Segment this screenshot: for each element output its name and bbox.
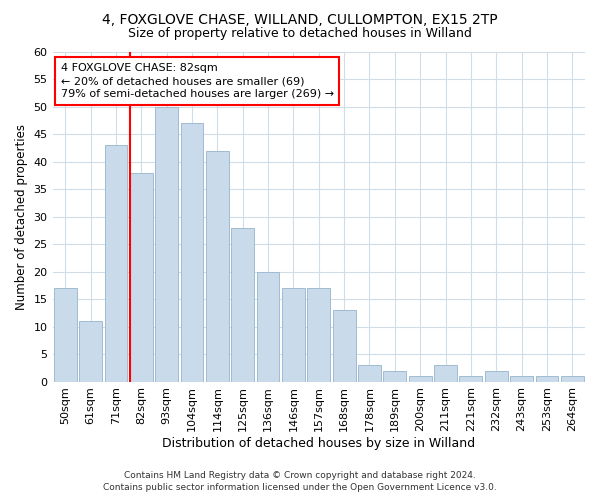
Text: 4, FOXGLOVE CHASE, WILLAND, CULLOMPTON, EX15 2TP: 4, FOXGLOVE CHASE, WILLAND, CULLOMPTON, …	[102, 12, 498, 26]
Bar	[307, 288, 330, 382]
Bar	[54, 288, 77, 382]
Bar	[383, 370, 406, 382]
Bar	[409, 376, 431, 382]
Bar	[485, 370, 508, 382]
Bar	[460, 376, 482, 382]
Bar	[561, 376, 584, 382]
Text: Size of property relative to detached houses in Willand: Size of property relative to detached ho…	[128, 28, 472, 40]
Bar	[282, 288, 305, 382]
Bar	[130, 172, 152, 382]
Text: Contains HM Land Registry data © Crown copyright and database right 2024.
Contai: Contains HM Land Registry data © Crown c…	[103, 471, 497, 492]
Bar	[333, 310, 356, 382]
Bar	[104, 145, 127, 382]
X-axis label: Distribution of detached houses by size in Willand: Distribution of detached houses by size …	[162, 437, 475, 450]
Text: 4 FOXGLOVE CHASE: 82sqm
← 20% of detached houses are smaller (69)
79% of semi-de: 4 FOXGLOVE CHASE: 82sqm ← 20% of detache…	[61, 63, 334, 100]
Y-axis label: Number of detached properties: Number of detached properties	[15, 124, 28, 310]
Bar	[510, 376, 533, 382]
Bar	[181, 123, 203, 382]
Bar	[358, 365, 381, 382]
Bar	[434, 365, 457, 382]
Bar	[536, 376, 559, 382]
Bar	[206, 150, 229, 382]
Bar	[231, 228, 254, 382]
Bar	[257, 272, 280, 382]
Bar	[79, 321, 102, 382]
Bar	[155, 106, 178, 382]
